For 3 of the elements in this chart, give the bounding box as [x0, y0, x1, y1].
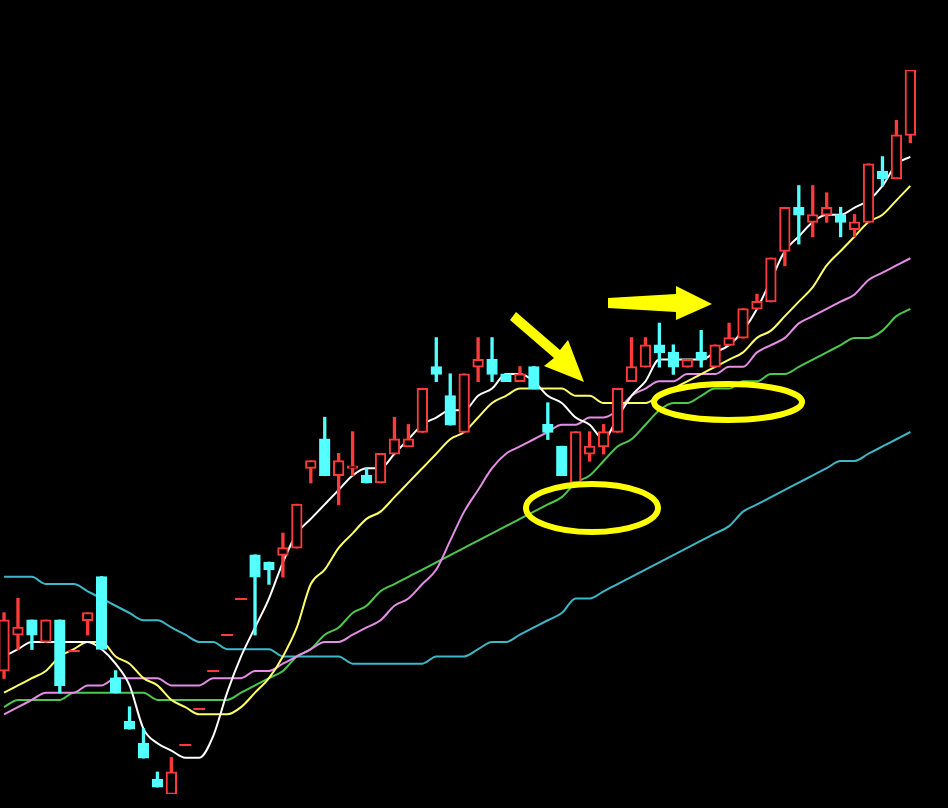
candlestick: [472, 337, 484, 382]
candlestick: [12, 597, 24, 650]
candlestick: [277, 532, 289, 578]
